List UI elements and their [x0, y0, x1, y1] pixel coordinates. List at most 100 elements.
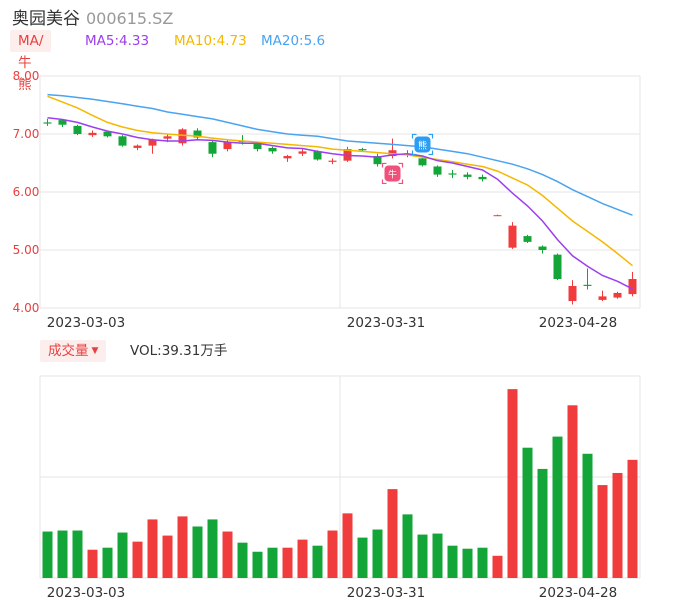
volume-bar [87, 549, 98, 578]
ma20-line [47, 93, 633, 216]
volume-indicator-toggle[interactable]: 成交量 ▼ [40, 340, 107, 362]
ma-toggle-button[interactable]: MA/牛熊 [10, 30, 52, 93]
ma5-legend: MA5:4.33 [85, 33, 150, 49]
candle-body [478, 176, 487, 180]
candle-body [73, 125, 82, 134]
volume-x-axis: 2023-03-03 2023-03-31 2023-04-28 [47, 585, 617, 601]
volume-bar [57, 530, 68, 578]
volume-bar [447, 545, 458, 578]
volume-bar [492, 555, 503, 578]
candle-body [133, 145, 142, 148]
candle-body [598, 296, 607, 300]
bull-marker-label: 牛 [388, 168, 397, 180]
bear-marker-label: 熊 [418, 139, 427, 151]
marker-corner [411, 150, 417, 156]
volume-bar [72, 530, 83, 578]
volume-x-tick-label: 2023-04-28 [539, 585, 617, 601]
bear-marker: 熊 [411, 133, 434, 156]
candle-body [418, 158, 427, 166]
price-y-axis: 8.00 7.00 6.00 5.00 4.00 [13, 69, 40, 315]
moving-average-lines [47, 93, 633, 290]
volume-bar [312, 545, 323, 578]
candle-body [508, 225, 517, 248]
volume-bar [462, 548, 473, 578]
candle-body [553, 254, 562, 279]
x-tick-label: 2023-04-28 [539, 315, 617, 331]
price-x-axis: 2023-03-03 2023-03-31 2023-04-28 [47, 315, 617, 331]
volume-grid [39, 375, 641, 579]
marker-corner [398, 162, 404, 168]
volume-bar [102, 547, 113, 578]
candle-body [613, 292, 622, 298]
candle-body [283, 156, 292, 159]
volume-bar [387, 489, 398, 578]
volume-bar [357, 537, 368, 578]
volume-bar [117, 532, 128, 578]
candle-body [163, 136, 172, 139]
volume-bar [537, 468, 548, 578]
candle-body [103, 131, 112, 137]
volume-bar [297, 539, 308, 578]
candle-body [43, 122, 52, 124]
candle-body [463, 174, 472, 177]
marker-corner [398, 179, 404, 185]
candle-body [373, 156, 382, 165]
volume-bar [552, 436, 563, 578]
volume-bar [477, 547, 488, 578]
bull-marker-badge [384, 165, 401, 182]
candle-body [148, 139, 157, 146]
candle-body [433, 166, 442, 175]
volume-x-tick-label: 2023-03-31 [347, 585, 425, 601]
volume-bar [612, 472, 623, 578]
volume-bar [282, 547, 293, 578]
marker-corner [428, 133, 434, 139]
candle-body [628, 279, 637, 295]
candle-body [253, 143, 262, 150]
candle-body [493, 215, 502, 217]
candle-body [118, 136, 127, 146]
candle-body [583, 284, 592, 286]
candlestick-series [43, 118, 637, 305]
stock-code: 000615.SZ [86, 9, 174, 28]
candle-body [88, 132, 97, 136]
volume-bar [267, 547, 278, 578]
volume-bar [177, 516, 188, 578]
volume-bar [432, 533, 443, 578]
volume-bar [192, 526, 203, 578]
candle-body [313, 151, 322, 160]
candle-body [223, 142, 232, 150]
candle-body [523, 236, 532, 242]
volume-bar [372, 529, 383, 578]
volume-value: VOL:39.31万手 [130, 343, 228, 359]
volume-bar [132, 541, 143, 578]
candle-body [358, 149, 367, 151]
volume-bar [567, 405, 578, 578]
y-tick-label: 8.00 [13, 69, 40, 83]
volume-bar [162, 535, 173, 578]
marker-corner [381, 179, 387, 185]
candle-body [208, 142, 217, 154]
volume-bar [627, 459, 638, 578]
marker-corner [411, 133, 417, 139]
ma10-legend: MA10:4.73 [174, 33, 247, 49]
volume-bar [507, 389, 518, 578]
volume-bar [522, 447, 533, 578]
volume-toggle-label: 成交量 [48, 343, 89, 359]
ma10-line [47, 95, 633, 267]
volume-bar [582, 453, 593, 578]
volume-bar [237, 542, 248, 578]
ma5-line [47, 117, 633, 290]
candle-body [178, 129, 187, 144]
volume-bar [327, 530, 338, 578]
marker-corner [428, 150, 434, 156]
x-tick-label: 2023-03-31 [347, 315, 425, 331]
volume-bars [42, 389, 638, 578]
candle-body [328, 160, 337, 162]
signal-markers: 牛熊 [381, 133, 434, 185]
volume-bar [402, 514, 413, 578]
volume-bar [342, 513, 353, 578]
dropdown-arrow-icon: ▼ [91, 346, 99, 356]
candle-body [448, 173, 457, 175]
volume-bar [147, 519, 158, 578]
